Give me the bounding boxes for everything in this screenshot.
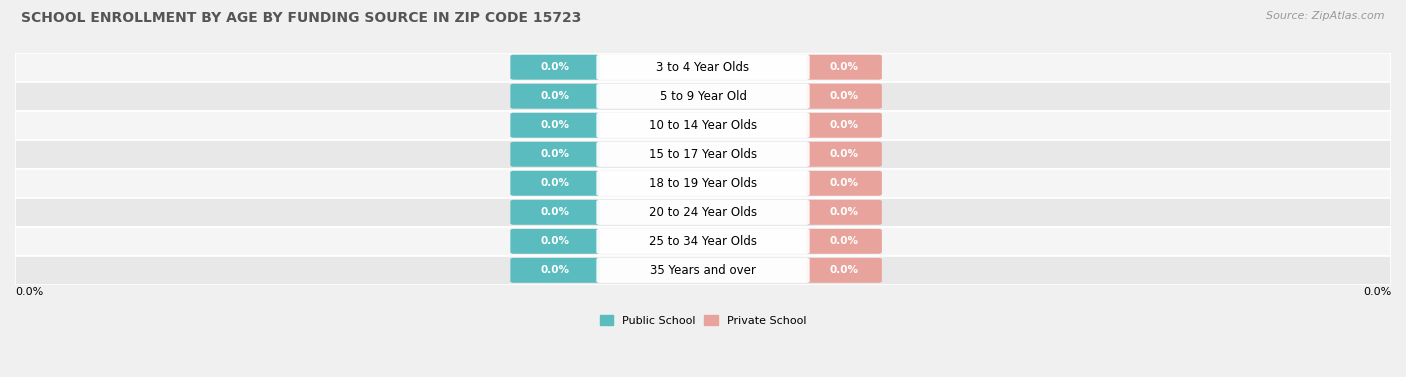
Text: 0.0%: 0.0% — [830, 149, 859, 159]
FancyBboxPatch shape — [806, 171, 882, 196]
Text: 10 to 14 Year Olds: 10 to 14 Year Olds — [650, 119, 756, 132]
Text: 0.0%: 0.0% — [830, 120, 859, 130]
Text: 0.0%: 0.0% — [830, 236, 859, 246]
Text: 0.0%: 0.0% — [830, 207, 859, 217]
Text: 15 to 17 Year Olds: 15 to 17 Year Olds — [650, 148, 756, 161]
Text: 0.0%: 0.0% — [830, 265, 859, 275]
FancyBboxPatch shape — [510, 84, 600, 109]
Text: 0.0%: 0.0% — [830, 62, 859, 72]
Text: 0.0%: 0.0% — [540, 62, 569, 72]
Text: 0.0%: 0.0% — [1362, 287, 1391, 297]
Bar — [15, 111, 1391, 140]
Text: 5 to 9 Year Old: 5 to 9 Year Old — [659, 90, 747, 103]
Text: 0.0%: 0.0% — [830, 91, 859, 101]
FancyBboxPatch shape — [510, 142, 600, 167]
FancyBboxPatch shape — [510, 229, 600, 254]
Text: SCHOOL ENROLLMENT BY AGE BY FUNDING SOURCE IN ZIP CODE 15723: SCHOOL ENROLLMENT BY AGE BY FUNDING SOUR… — [21, 11, 582, 25]
FancyBboxPatch shape — [596, 55, 810, 80]
FancyBboxPatch shape — [806, 229, 882, 254]
Text: 20 to 24 Year Olds: 20 to 24 Year Olds — [650, 206, 756, 219]
Bar — [15, 227, 1391, 256]
FancyBboxPatch shape — [596, 258, 810, 283]
Text: 0.0%: 0.0% — [540, 236, 569, 246]
Text: 0.0%: 0.0% — [540, 178, 569, 188]
FancyBboxPatch shape — [596, 200, 810, 225]
FancyBboxPatch shape — [596, 171, 810, 196]
Text: 3 to 4 Year Olds: 3 to 4 Year Olds — [657, 61, 749, 74]
FancyBboxPatch shape — [806, 113, 882, 138]
Text: 0.0%: 0.0% — [540, 149, 569, 159]
FancyBboxPatch shape — [806, 142, 882, 167]
Text: 0.0%: 0.0% — [540, 91, 569, 101]
FancyBboxPatch shape — [510, 200, 600, 225]
FancyBboxPatch shape — [510, 171, 600, 196]
FancyBboxPatch shape — [596, 142, 810, 167]
FancyBboxPatch shape — [510, 113, 600, 138]
Text: 0.0%: 0.0% — [540, 207, 569, 217]
FancyBboxPatch shape — [806, 258, 882, 283]
Text: 0.0%: 0.0% — [540, 120, 569, 130]
Text: 18 to 19 Year Olds: 18 to 19 Year Olds — [650, 177, 756, 190]
FancyBboxPatch shape — [596, 84, 810, 109]
Bar — [15, 256, 1391, 285]
Text: 25 to 34 Year Olds: 25 to 34 Year Olds — [650, 235, 756, 248]
FancyBboxPatch shape — [806, 200, 882, 225]
Bar — [15, 140, 1391, 169]
FancyBboxPatch shape — [596, 113, 810, 138]
Bar — [15, 53, 1391, 82]
FancyBboxPatch shape — [806, 55, 882, 80]
Bar — [15, 82, 1391, 111]
FancyBboxPatch shape — [806, 84, 882, 109]
Text: 35 Years and over: 35 Years and over — [650, 264, 756, 277]
Text: Source: ZipAtlas.com: Source: ZipAtlas.com — [1267, 11, 1385, 21]
Text: 0.0%: 0.0% — [540, 265, 569, 275]
Text: 0.0%: 0.0% — [830, 178, 859, 188]
FancyBboxPatch shape — [596, 229, 810, 254]
FancyBboxPatch shape — [510, 55, 600, 80]
Bar — [15, 198, 1391, 227]
FancyBboxPatch shape — [510, 258, 600, 283]
Legend: Public School, Private School: Public School, Private School — [595, 311, 811, 330]
Bar — [15, 169, 1391, 198]
Text: 0.0%: 0.0% — [15, 287, 44, 297]
